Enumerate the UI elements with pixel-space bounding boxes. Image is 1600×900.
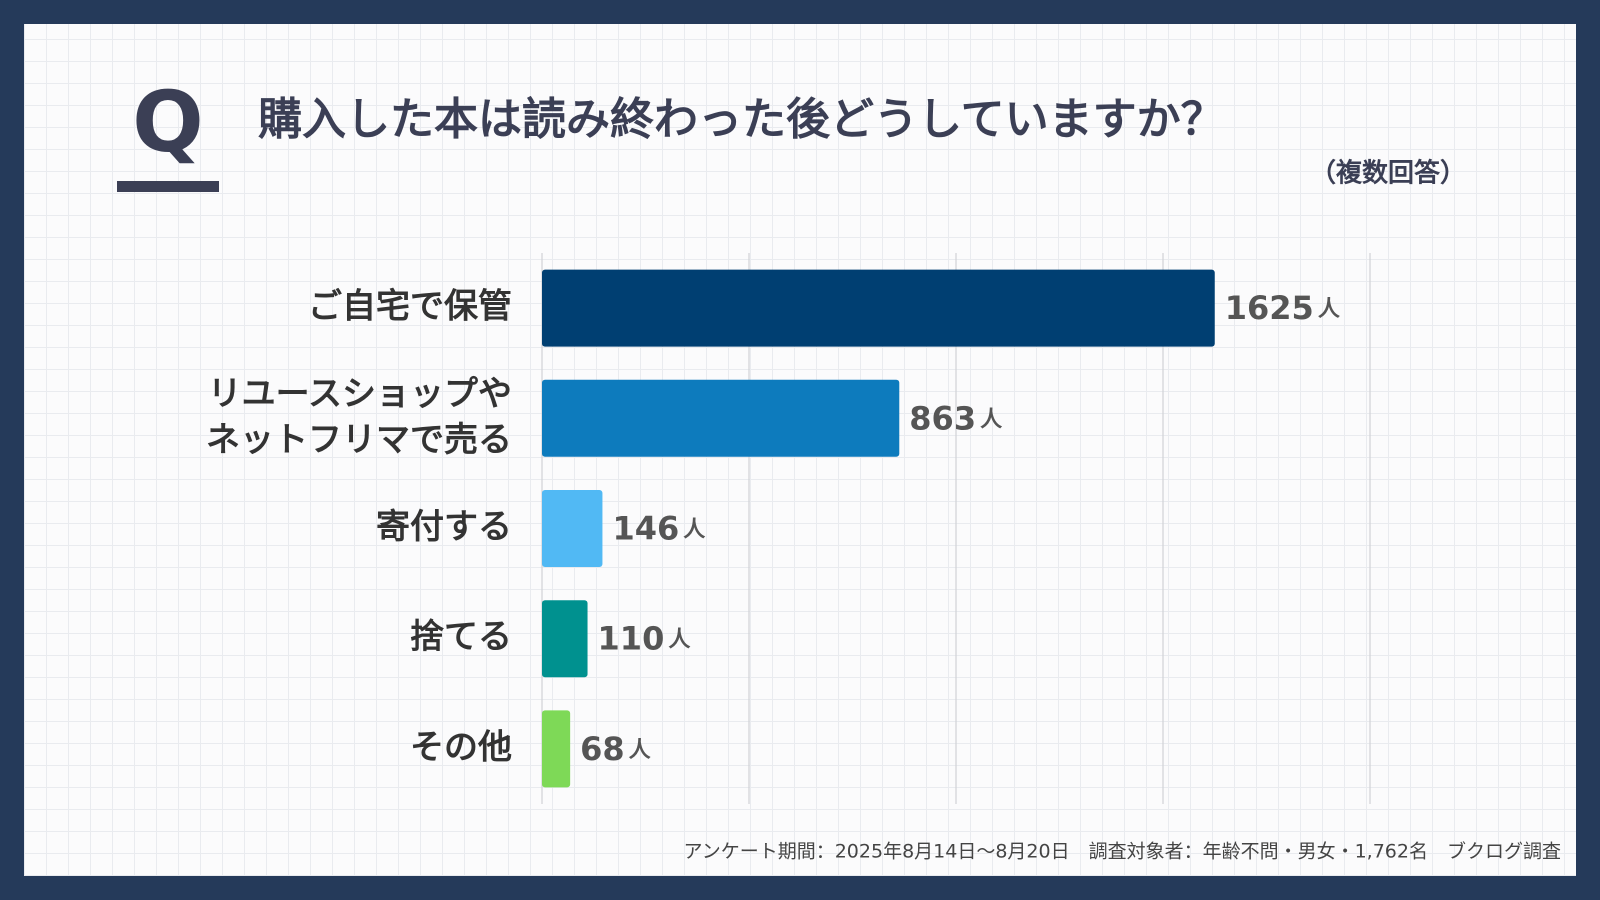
value-unit: 人	[668, 628, 690, 653]
category-label: リユースショップや	[208, 374, 512, 414]
value-unit: 人	[1318, 297, 1340, 322]
value-unit: 人	[629, 738, 651, 763]
value-unit: 人	[980, 407, 1002, 432]
bar	[542, 269, 1215, 347]
value-unit: 人	[683, 518, 705, 543]
category-label: ご自宅で保管	[308, 287, 512, 327]
value-label: 1625 人	[1225, 289, 1340, 327]
category-label: その他	[410, 727, 512, 767]
value-number: 110	[598, 620, 665, 658]
category-label: ネットフリマで売る	[206, 420, 512, 460]
value-label: 68 人	[580, 730, 651, 768]
bar	[542, 490, 603, 567]
bar	[542, 710, 571, 788]
category-label: 捨てる	[410, 617, 512, 657]
value-label: 146 人	[612, 510, 705, 548]
value-label: 110 人	[598, 620, 691, 658]
value-number: 146	[612, 510, 679, 548]
value-number: 68	[580, 730, 625, 768]
q-underline	[117, 181, 219, 192]
bar	[542, 379, 900, 457]
footnote: アンケート期間：2025年8月14日～8月20日 調査対象者：年齢不問・男女・1…	[683, 840, 1561, 863]
chart-title: 購入した本は読み終わった後どうしていますか？	[258, 94, 1225, 145]
bar	[542, 600, 588, 678]
value-number: 863	[909, 399, 976, 437]
chart-subtitle: （複数回答）	[1310, 158, 1466, 189]
value-number: 1625	[1225, 289, 1314, 327]
category-label: 寄付する	[376, 507, 512, 547]
q-icon: Q	[132, 73, 203, 171]
value-label: 863 人	[909, 399, 1002, 437]
